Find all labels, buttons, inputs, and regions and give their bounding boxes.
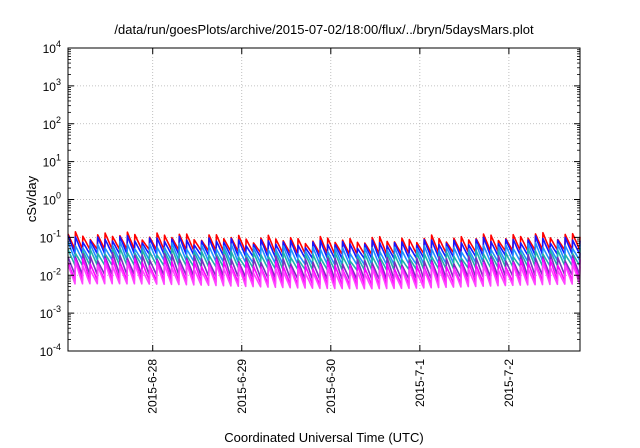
y-tick-label: 10-3 [40,304,61,321]
x-axis-label: Coordinated Universal Time (UTC) [224,430,423,445]
series-line [67,261,581,290]
y-tick-label: 101 [43,153,61,170]
y-axis: 10-4 10-3 10-2 10-1 100 101 102 103 104 [40,39,580,359]
series-line [67,257,581,286]
y-tick-label: 100 [43,191,61,208]
series-line [67,240,581,266]
y-tick-label: 103 [43,77,61,94]
x-tick-label: 2015-6-28 [146,359,160,414]
y-axis-label: cSv/day [24,175,39,222]
series-line [67,235,581,260]
y-tick-label: 10-1 [40,228,61,245]
y-tick-label: 10-4 [40,342,61,359]
chart-title: /data/run/goesPlots/archive/2015-07-02/1… [114,22,534,37]
y-tick-label: 10-2 [40,266,61,283]
x-tick-label: 2015-7-2 [502,359,516,407]
x-tick-label: 2015-7-1 [413,359,427,407]
series-line [67,251,581,281]
series-line [67,231,581,256]
x-tick-label: 2015-6-29 [235,359,249,414]
grid [68,48,580,351]
y-tick-label: 102 [43,115,61,132]
y-tick-label: 104 [43,39,61,56]
series-line [67,247,581,272]
x-axis: 2015-6-28 2015-6-29 2015-6-30 2015-7-1 2015-… [146,48,516,414]
series-group [67,231,581,290]
x-tick-label: 2015-6-30 [324,359,338,414]
